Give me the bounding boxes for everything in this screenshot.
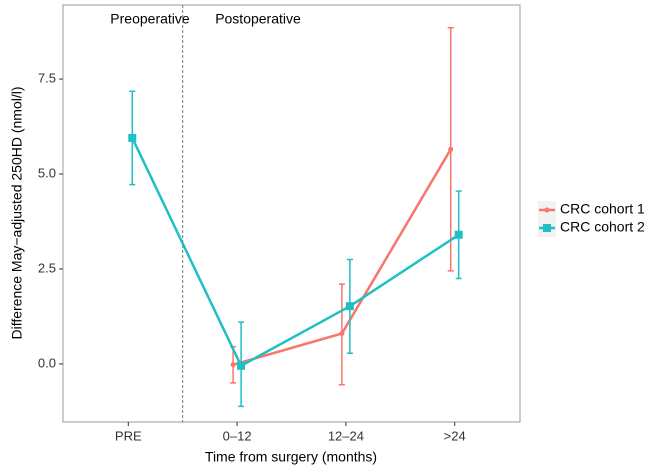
x-tick-label: PRE (115, 428, 142, 443)
point (128, 133, 137, 142)
annotation: Postoperative (215, 11, 301, 27)
y-tick-label: 2.5 (38, 260, 56, 275)
annotation: Preoperative (110, 11, 190, 27)
y-tick-label: 0.0 (38, 355, 56, 370)
point (454, 230, 463, 239)
x-tick-label: 12–24 (328, 428, 364, 443)
point (448, 146, 454, 152)
legend-marker (544, 207, 550, 213)
legend-marker (543, 224, 551, 232)
point (339, 331, 345, 337)
point (345, 302, 354, 311)
series-line (131, 137, 460, 368)
y-tick-label: 5.0 (38, 165, 56, 180)
y-tick-label: 7.5 (38, 70, 56, 85)
x-axis-title: Time from surgery (months) (205, 449, 377, 465)
legend-label: CRC cohort 2 (560, 219, 645, 235)
panel-border (62, 4, 521, 423)
point (230, 362, 236, 368)
x-tick-label: >24 (444, 428, 466, 443)
point (237, 361, 246, 370)
y-axis-title: Difference May−adjusted 250HD (nmol/l) (9, 86, 25, 339)
legend-label: CRC cohort 1 (560, 201, 645, 217)
x-tick-label: 0–12 (223, 428, 252, 443)
